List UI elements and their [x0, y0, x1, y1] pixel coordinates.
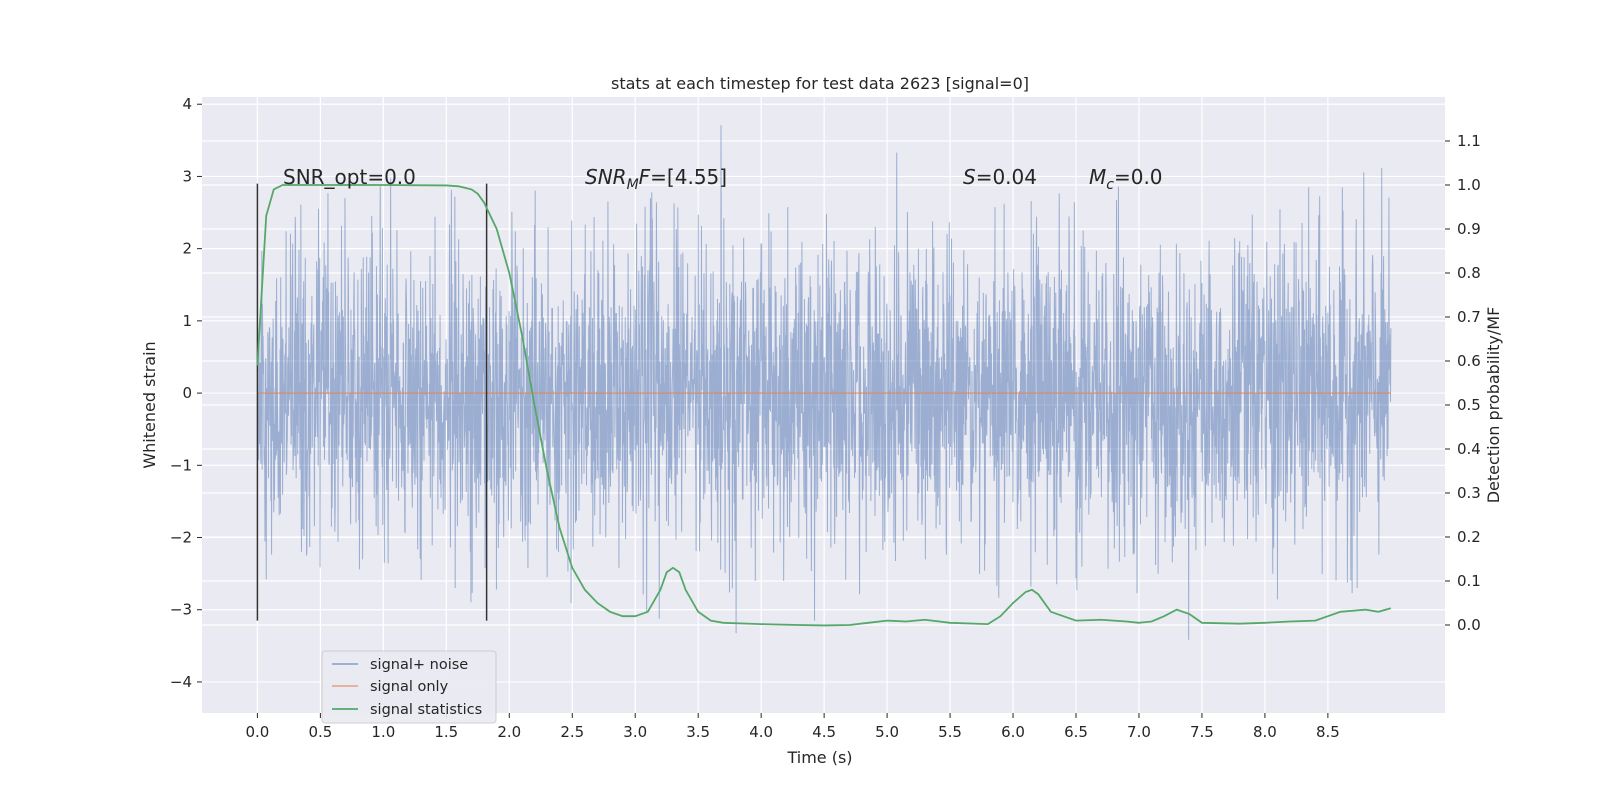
x-tick-label: 8.5	[1316, 723, 1340, 741]
y2-tick-label: 0.5	[1457, 396, 1481, 414]
x-tick-label: 1.5	[434, 723, 458, 741]
y-axis-ticks: −4 −3 −2 −1 0 1 2 3 4	[170, 95, 202, 691]
vertical-markers	[256, 183, 488, 621]
annotation-s: S=0.04	[963, 165, 1037, 189]
svg-text:S=0.04: S=0.04	[963, 165, 1037, 189]
statistics-line	[256, 184, 1392, 627]
y2-tick-label: 1.0	[1457, 176, 1481, 194]
y2-tick-label: 0.6	[1457, 352, 1481, 370]
y2-tick-label: 0.9	[1457, 220, 1481, 238]
x-tick-label: 5.5	[938, 723, 962, 741]
x-tick-label: 0.0	[245, 723, 269, 741]
x-tick-label: 4.0	[749, 723, 773, 741]
x-tick-label: 4.5	[812, 723, 836, 741]
x-tick-label: 2.0	[497, 723, 521, 741]
x-axis-label: Time (s)	[786, 748, 852, 767]
x-tick-label: 7.0	[1127, 723, 1151, 741]
y-tick-label: 3	[182, 167, 192, 185]
y-tick-label: 0	[182, 384, 192, 402]
x-tick-label: 7.5	[1190, 723, 1214, 741]
y2-tick-label: 0.4	[1457, 440, 1481, 458]
x-tick-label: 3.5	[686, 723, 710, 741]
x-tick-label: 0.5	[308, 723, 332, 741]
legend-label-noise: signal+ noise	[370, 657, 468, 673]
y-tick-label: 4	[182, 95, 192, 113]
x-axis-ticks: 0.0 0.5 1.0 1.5 2.0 2.5 3.0 3.5 4.0 4.5 5.0 5.5 6.0 6…	[245, 713, 1340, 741]
y2-tick-label: 1.1	[1457, 132, 1481, 150]
y-axis-label: Whitened strain	[140, 341, 159, 468]
legend-label-statistics: signal statistics	[370, 702, 482, 718]
x-tick-label: 2.5	[560, 723, 584, 741]
y2-tick-label: 0.2	[1457, 528, 1481, 546]
y-tick-label: −2	[170, 529, 192, 547]
y2-tick-label: 0.1	[1457, 572, 1481, 590]
y2-tick-label: 0.8	[1457, 264, 1481, 282]
legend: signal+ noise signal only signal statist…	[321, 650, 497, 724]
series-signal-statistics	[256, 184, 1392, 627]
series-signal-noise	[256, 125, 1392, 640]
x-tick-label: 1.0	[371, 723, 395, 741]
y2-tick-label: 0.0	[1457, 616, 1481, 634]
x-tick-label: 6.5	[1064, 723, 1088, 741]
y2-tick-label: 0.3	[1457, 484, 1481, 502]
annotation-snr-mf: SNRMF=[4.55]	[585, 165, 727, 193]
x-tick-label: 5.0	[875, 723, 899, 741]
y-tick-label: 1	[182, 312, 192, 330]
legend-box	[321, 650, 497, 724]
legend-label-signal-only: signal only	[370, 679, 449, 695]
x-tick-label: 3.0	[623, 723, 647, 741]
annotation-snr-opt: SNR_opt=0.0	[283, 165, 416, 189]
y-tick-label: −4	[170, 673, 192, 691]
x-tick-label: 6.0	[1001, 723, 1025, 741]
x-tick-label: 8.0	[1253, 723, 1277, 741]
y-tick-label: −3	[170, 601, 192, 619]
svg-text:SNRMF=[4.55]: SNRMF=[4.55]	[585, 165, 727, 193]
y2-axis-label: Detection probability/MF	[1484, 307, 1503, 504]
svg-text:Mc=0.0: Mc=0.0	[1089, 165, 1163, 193]
y-tick-label: −1	[170, 456, 192, 474]
noise-line	[256, 125, 1392, 640]
y2-axis-ticks: 0.0 0.1 0.2 0.3 0.4 0.5 0.6 0.7 0.8 0.9 1.0 1.1	[1445, 132, 1481, 634]
chart-title: stats at each timestep for test data 262…	[611, 74, 1029, 93]
y-tick-label: 2	[182, 240, 192, 258]
y2-tick-label: 0.7	[1457, 308, 1481, 326]
annotation-mc: Mc=0.0	[1089, 165, 1163, 193]
